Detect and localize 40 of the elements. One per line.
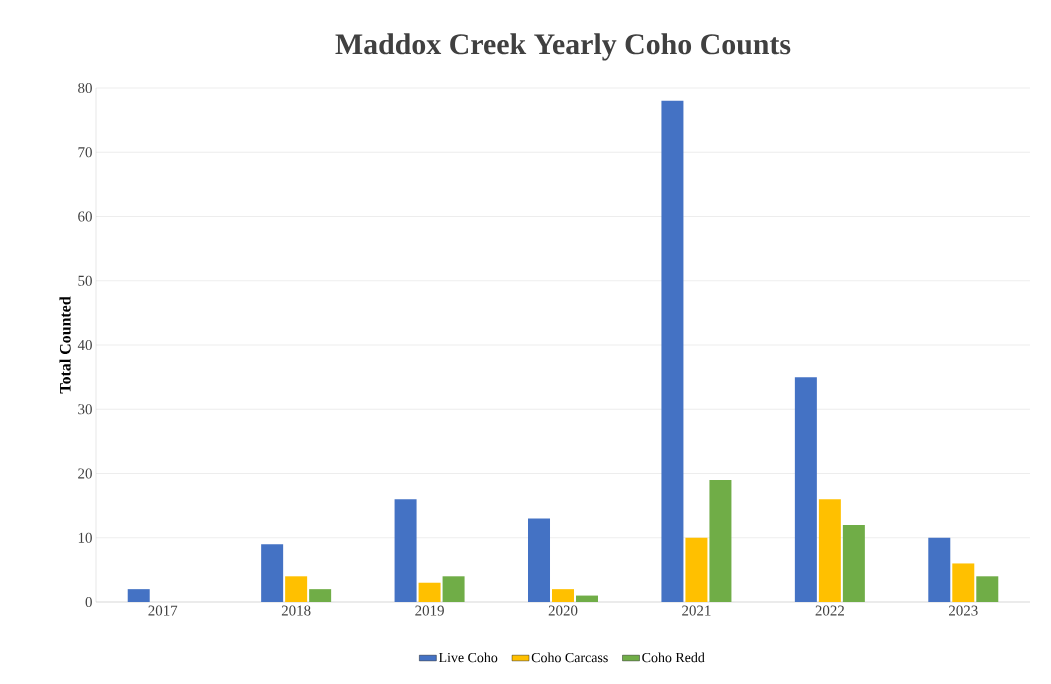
bar <box>285 576 308 602</box>
y-tick-label: 50 <box>78 275 92 286</box>
x-tick-label: 2017 <box>148 605 178 616</box>
bar <box>261 544 284 602</box>
y-tick-label: 60 <box>78 211 92 222</box>
y-tick-label: 40 <box>77 339 92 351</box>
bar <box>394 499 417 602</box>
x-tick-label: 2021 <box>682 605 711 616</box>
y-tick-label: 10 <box>78 532 92 543</box>
bar <box>842 524 865 602</box>
bar <box>661 100 684 602</box>
y-tick-label: 20 <box>78 468 92 479</box>
y-tick-label: 80 <box>78 82 92 94</box>
bar <box>794 377 817 602</box>
y-tick-label: 70 <box>78 147 92 158</box>
bar <box>552 589 574 602</box>
bar <box>442 576 465 602</box>
bar <box>127 589 150 602</box>
x-tick-label: 2020 <box>548 605 578 616</box>
x-tick-label: 2018 <box>281 605 311 616</box>
bar <box>528 518 550 602</box>
y-axis-title: Total Counted <box>59 296 71 394</box>
y-tick-label: 0 <box>85 596 92 608</box>
bar <box>309 589 332 602</box>
chart-title: Maddox Creek Yearly Coho Counts <box>335 33 791 61</box>
bar <box>928 537 951 602</box>
legend-label: Coho Carcass <box>531 652 608 663</box>
x-tick-label: 2019 <box>415 605 444 616</box>
y-tick-label: 30 <box>78 404 92 415</box>
bar <box>818 499 841 602</box>
bar <box>576 595 598 602</box>
bar <box>976 576 999 602</box>
x-tick-label: 2022 <box>815 605 844 616</box>
legend-label: Live Coho <box>438 652 498 663</box>
bar <box>709 479 732 602</box>
bar <box>418 582 441 602</box>
legend-label: Coho Redd <box>642 652 705 663</box>
bar <box>952 563 975 602</box>
x-tick-label: 2023 <box>949 605 978 616</box>
bar <box>685 537 708 602</box>
